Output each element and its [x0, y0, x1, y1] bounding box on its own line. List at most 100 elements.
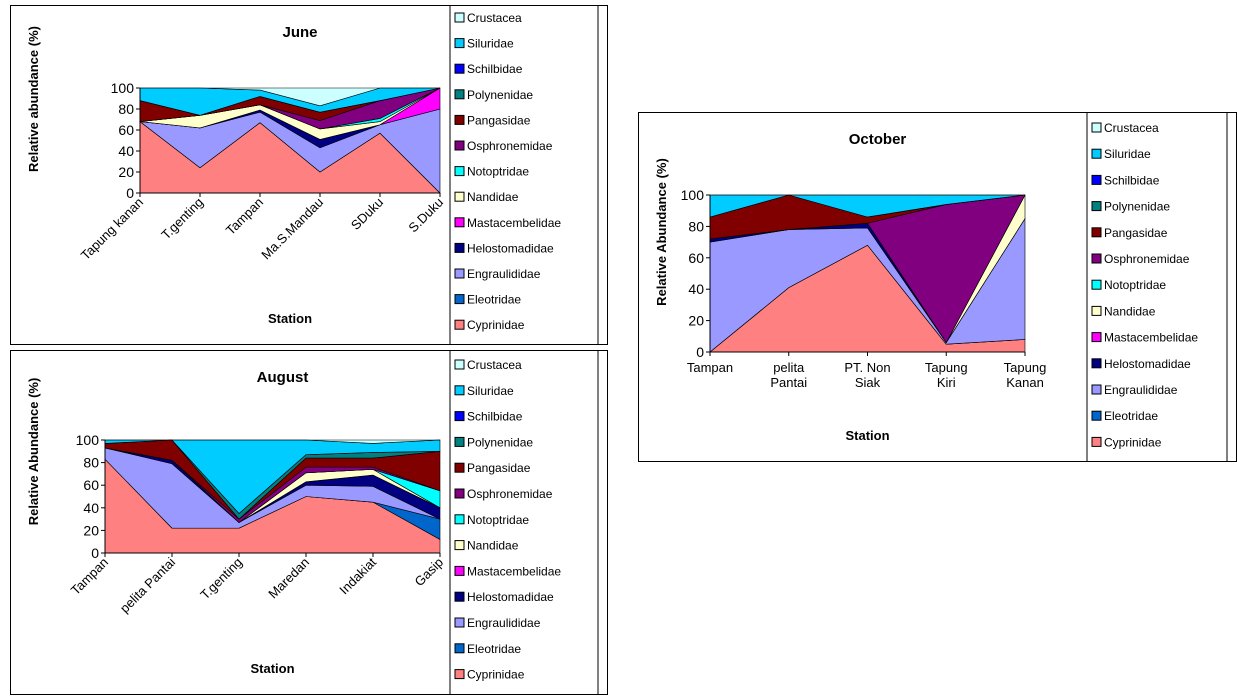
y-tick-label: 20 [83, 522, 99, 538]
x-tick-label: pelita Pantai [770, 360, 807, 390]
y-tick-label: 60 [83, 477, 99, 493]
legend-swatch [454, 63, 465, 74]
legend-swatch [454, 166, 465, 177]
y-tick-label: 100 [681, 187, 705, 203]
y-tick-label: 60 [688, 250, 704, 266]
y-tick-label: 100 [111, 80, 135, 96]
legend-swatch [1091, 436, 1102, 447]
y-tick-label: 40 [83, 500, 99, 516]
legend-label: Notoptridae [467, 513, 529, 527]
legend-label: Schilbidae [467, 62, 523, 76]
legend-swatch [454, 12, 465, 23]
legend-label: Cyprinidae [1104, 435, 1162, 449]
legend-swatch [454, 191, 465, 202]
legend-label: Engraulididae [467, 267, 541, 281]
legend-label: Eleotridae [467, 293, 521, 307]
legend-swatch [454, 540, 465, 551]
legend-label: Nandidae [467, 539, 519, 553]
legend-label: Nandidae [467, 190, 519, 204]
legend-swatch [1091, 201, 1102, 212]
legend-label: Schilbidae [467, 410, 523, 424]
legend-label: Helostomadidae [467, 241, 554, 255]
legend-label: Engraulididae [467, 616, 541, 630]
legend-swatch [454, 89, 465, 100]
legend-label: Siluridae [1104, 147, 1151, 161]
legend-label: Schilbidae [1104, 173, 1160, 187]
chart-title: June [282, 24, 317, 41]
legend-label: Engraulididae [1104, 383, 1178, 397]
y-axis-title: Relative Abundance (%) [654, 158, 669, 306]
legend-label: Osphronemidae [467, 139, 553, 153]
legend-label: Crustacea [1104, 121, 1159, 135]
y-axis-title: Relative Abundance (%) [26, 378, 41, 526]
legend-label: Crustacea [467, 11, 522, 25]
legend-swatch [454, 294, 465, 305]
legend-label: Siluridae [467, 384, 514, 398]
legend-swatch [454, 488, 465, 499]
legend-label: Osphronemidae [1104, 252, 1190, 266]
y-axis-title: Relative abundance (%) [26, 26, 41, 172]
x-tick-label: Tampan [687, 360, 733, 375]
legend-swatch [1091, 410, 1102, 421]
legend-swatch [454, 514, 465, 525]
legend-swatch [1091, 332, 1102, 343]
y-tick-label: 0 [696, 344, 704, 360]
x-tick-label: Tapung Kiri [925, 360, 968, 390]
legend-label: Eleotridae [467, 642, 521, 656]
x-axis-title: Station [845, 428, 889, 443]
legend-swatch [454, 462, 465, 473]
x-tick-label: Tapung Kanan [1004, 360, 1047, 390]
y-tick-label: 60 [118, 122, 134, 138]
legend-label: Pangasidae [1104, 226, 1168, 240]
legend-label: Cyprinidae [467, 318, 525, 332]
y-tick-label: 80 [688, 218, 704, 234]
y-tick-label: 0 [126, 185, 134, 201]
legend-label: Mastacembelidae [467, 216, 561, 230]
y-tick-label: 40 [688, 281, 704, 297]
legend-label: Pangasidae [467, 113, 531, 127]
legend-swatch [454, 385, 465, 396]
y-tick-label: 20 [118, 164, 134, 180]
legend-swatch [1091, 384, 1102, 395]
legend-label: Nandidae [1104, 304, 1156, 318]
legend-label: Helostomadidae [467, 590, 554, 604]
chart-title: August [257, 369, 309, 386]
legend-swatch [1091, 305, 1102, 316]
legend-swatch [1091, 174, 1102, 185]
legend-label: Eleotridae [1104, 409, 1158, 423]
legend-label: Notoptridae [467, 165, 529, 179]
legend-label: Polynenidae [1104, 200, 1170, 214]
legend-swatch [454, 242, 465, 253]
y-tick-label: 20 [688, 313, 704, 329]
legend-swatch [454, 359, 465, 370]
legend-swatch [454, 140, 465, 151]
legend-swatch [1091, 148, 1102, 159]
legend-label: Siluridae [467, 37, 514, 51]
legend-swatch [454, 617, 465, 628]
legend-label: Osphronemidae [467, 487, 553, 501]
chart-title: October [849, 131, 907, 148]
x-axis-title: Station [268, 311, 312, 326]
legend-swatch [1091, 358, 1102, 369]
legend-label: Mastacembelidae [1104, 331, 1198, 345]
legend-swatch [454, 591, 465, 602]
y-tick-label: 40 [118, 143, 134, 159]
x-axis-title: Station [250, 661, 294, 676]
legend-swatch [1091, 227, 1102, 238]
legend-swatch [1091, 122, 1102, 133]
area [140, 87, 440, 107]
legend-label: Helostomadidae [1104, 357, 1191, 371]
legend-swatch [454, 436, 465, 447]
legend-swatch [454, 38, 465, 49]
y-tick-label: 100 [76, 432, 100, 448]
y-tick-label: 80 [118, 101, 134, 117]
legend-label: Cyprinidae [467, 668, 525, 682]
legend-label: Crustacea [467, 358, 522, 372]
legend-label: Pangasidae [467, 461, 531, 475]
legend-swatch [1091, 253, 1102, 264]
legend-swatch [454, 114, 465, 125]
legend-swatch [454, 217, 465, 228]
legend-swatch [454, 411, 465, 422]
legend-swatch [454, 319, 465, 330]
